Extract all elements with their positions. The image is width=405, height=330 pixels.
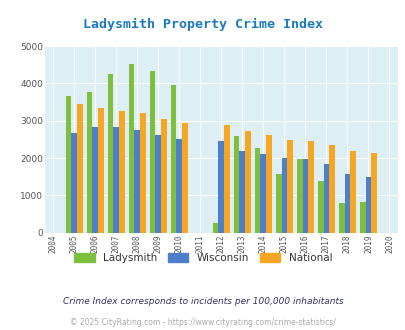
Bar — [233, 136, 239, 233]
Bar — [350, 150, 355, 233]
Bar — [66, 96, 71, 233]
Text: Ladysmith Property Crime Index: Ladysmith Property Crime Index — [83, 18, 322, 31]
Bar — [245, 131, 250, 233]
Bar — [119, 112, 124, 233]
Bar — [161, 119, 166, 233]
Bar — [275, 175, 281, 233]
Bar — [239, 150, 245, 233]
Bar — [92, 127, 98, 233]
Bar — [71, 133, 77, 233]
Legend: Ladysmith, Wisconsin, National: Ladysmith, Wisconsin, National — [69, 249, 336, 267]
Bar — [302, 159, 307, 233]
Bar — [86, 92, 92, 233]
Bar — [224, 125, 229, 233]
Bar — [77, 104, 82, 233]
Bar — [149, 71, 155, 233]
Bar — [98, 108, 103, 233]
Bar — [128, 64, 134, 233]
Bar — [286, 140, 292, 233]
Bar — [107, 74, 113, 233]
Bar — [359, 202, 365, 233]
Bar — [317, 181, 323, 233]
Bar — [113, 127, 119, 233]
Bar — [218, 141, 224, 233]
Bar — [181, 123, 187, 233]
Bar — [176, 139, 181, 233]
Bar — [338, 203, 344, 233]
Bar — [170, 84, 176, 233]
Bar — [296, 159, 302, 233]
Bar — [328, 145, 334, 233]
Bar — [281, 158, 286, 233]
Bar — [365, 177, 370, 233]
Text: © 2025 CityRating.com - https://www.cityrating.com/crime-statistics/: © 2025 CityRating.com - https://www.city… — [70, 318, 335, 327]
Bar — [155, 135, 161, 233]
Bar — [344, 175, 350, 233]
Bar — [307, 141, 313, 233]
Bar — [254, 148, 260, 233]
Bar — [266, 135, 271, 233]
Bar — [260, 154, 266, 233]
Text: Crime Index corresponds to incidents per 100,000 inhabitants: Crime Index corresponds to incidents per… — [62, 297, 343, 307]
Bar — [370, 153, 376, 233]
Bar — [212, 222, 218, 233]
Bar — [134, 130, 140, 233]
Bar — [140, 113, 145, 233]
Bar — [323, 164, 328, 233]
